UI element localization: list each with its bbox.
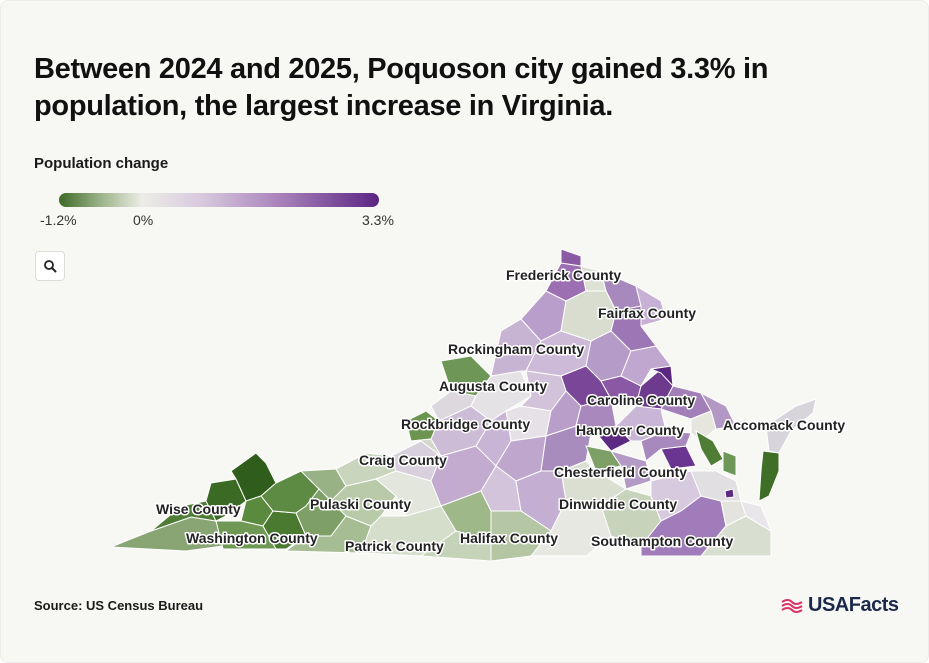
usafacts-flag-icon [780, 598, 804, 614]
county-label: Hanover County [576, 422, 684, 438]
county-label: Caroline County [587, 392, 695, 408]
county-label: Southampton County [591, 533, 734, 549]
county-label: Frederick County [506, 267, 621, 283]
county-label: Accomack County [723, 417, 845, 433]
county-region[interactable] [725, 489, 734, 498]
county-label: Fairfax County [598, 305, 696, 321]
virginia-county-map[interactable]: Frederick County Fairfax County Rockingham… [1, 1, 928, 601]
usafacts-logo[interactable]: USAFacts [780, 594, 898, 617]
county-label: Augusta County [439, 378, 547, 394]
county-label: Patrick County [345, 538, 444, 554]
county-region[interactable] [561, 249, 581, 266]
county-label: Chesterfield County [554, 464, 687, 480]
county-region[interactable] [723, 451, 736, 476]
county-label: Washington County [186, 530, 318, 546]
source-note: Source: US Census Bureau [34, 598, 203, 613]
county-region[interactable] [696, 431, 723, 466]
county-region[interactable] [759, 451, 779, 501]
county-label: Rockbridge County [401, 416, 530, 432]
county-label: Rockingham County [448, 341, 584, 357]
county-label: Dinwiddie County [559, 496, 677, 512]
county-label: Halifax County [460, 530, 558, 546]
county-label: Wise County [156, 501, 241, 517]
brand-name: USAFacts [808, 594, 898, 617]
county-label: Craig County [359, 452, 447, 468]
county-label: Pulaski County [310, 496, 411, 512]
